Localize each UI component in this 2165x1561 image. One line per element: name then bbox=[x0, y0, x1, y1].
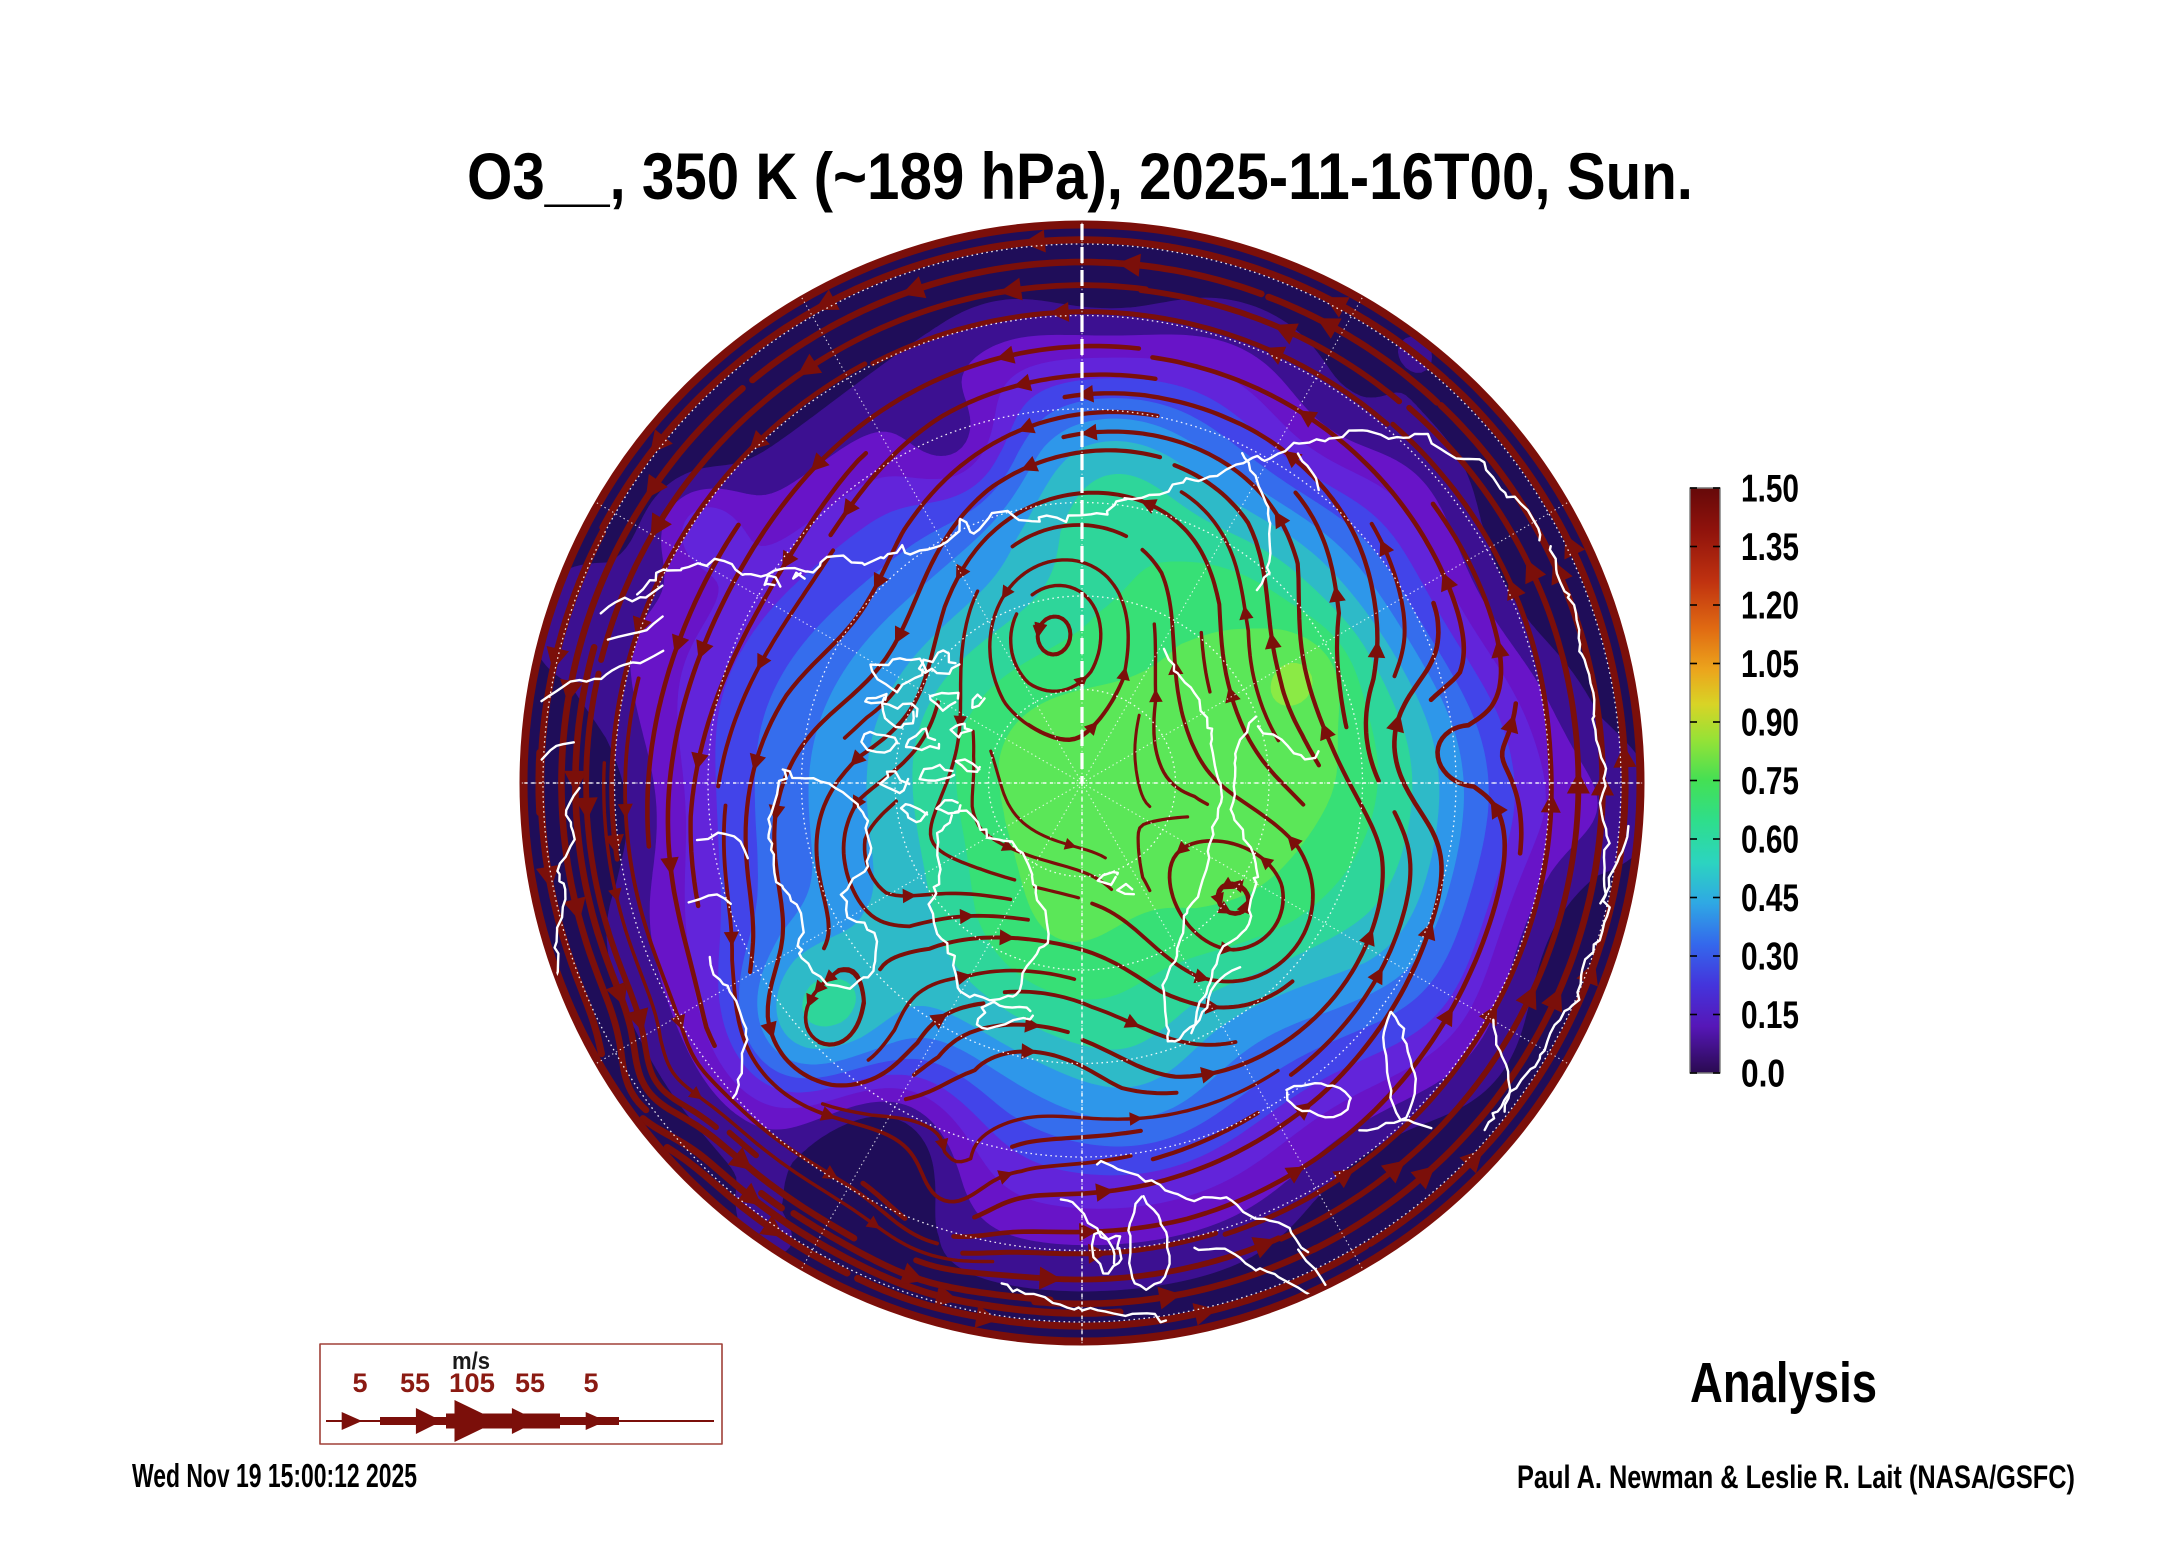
svg-text:5: 5 bbox=[352, 1368, 367, 1398]
svg-text:1.50: 1.50 bbox=[1741, 468, 1799, 511]
svg-text:0.45: 0.45 bbox=[1741, 877, 1799, 920]
svg-text:0.75: 0.75 bbox=[1741, 760, 1799, 803]
svg-text:1.35: 1.35 bbox=[1741, 526, 1799, 569]
svg-text:0.0: 0.0 bbox=[1741, 1053, 1785, 1096]
svg-text:Wed Nov 19 15:00:12 2025: Wed Nov 19 15:00:12 2025 bbox=[132, 1457, 417, 1494]
svg-text:0.30: 0.30 bbox=[1741, 936, 1799, 979]
svg-text:Analysis: Analysis bbox=[1690, 1351, 1877, 1415]
svg-text:105: 105 bbox=[449, 1368, 495, 1398]
svg-text:55: 55 bbox=[515, 1368, 545, 1398]
svg-text:1.05: 1.05 bbox=[1741, 643, 1799, 686]
svg-text:O3__, 350 K (~189 hPa), 2025-1: O3__, 350 K (~189 hPa), 2025-11-16T00, S… bbox=[467, 139, 1693, 213]
svg-text:m/s: m/s bbox=[452, 1348, 490, 1375]
svg-text:55: 55 bbox=[400, 1368, 430, 1398]
svg-text:1.20: 1.20 bbox=[1741, 585, 1799, 628]
svg-text:Paul A. Newman & Leslie R. Lai: Paul A. Newman & Leslie R. Lait (NASA/GS… bbox=[1517, 1459, 2075, 1495]
svg-text:0.60: 0.60 bbox=[1741, 819, 1799, 862]
svg-text:0.90: 0.90 bbox=[1741, 702, 1799, 745]
svg-text:0.15: 0.15 bbox=[1741, 994, 1799, 1037]
svg-text:5: 5 bbox=[583, 1368, 598, 1398]
